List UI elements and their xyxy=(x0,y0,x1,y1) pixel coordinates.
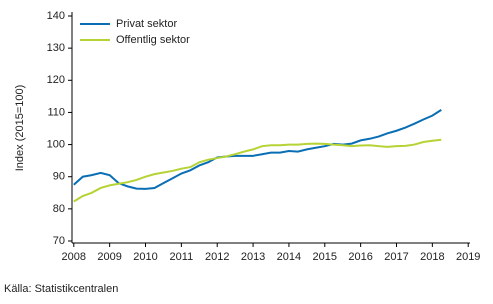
x-tick-label: 2014 xyxy=(277,251,301,263)
x-tick-label: 2013 xyxy=(241,251,265,263)
series-line xyxy=(73,138,442,203)
y-tick-label: 70 xyxy=(53,235,65,247)
legend-label: Offentlig sektor xyxy=(116,34,190,46)
x-tick-label: 2016 xyxy=(348,251,372,263)
x-tick-label: 2011 xyxy=(170,251,194,263)
y-axis-label: Index (2015=100) xyxy=(14,85,26,172)
x-tick-label: 2015 xyxy=(313,251,337,263)
legend-label: Privat sektor xyxy=(116,18,177,30)
y-tick-label: 90 xyxy=(53,171,65,183)
y-tick-label: 140 xyxy=(47,10,65,22)
y-tick-label: 80 xyxy=(53,203,65,215)
x-tick-label: 2008 xyxy=(62,251,86,263)
x-tick-label: 2017 xyxy=(384,251,408,263)
x-tick-label: 2009 xyxy=(97,251,121,263)
x-tick-label: 2019 xyxy=(456,251,480,263)
y-tick-label: 100 xyxy=(47,138,65,150)
y-tick-label: 110 xyxy=(47,106,65,118)
y-tick-label: 130 xyxy=(47,42,65,54)
y-tick-label: 120 xyxy=(47,74,65,86)
x-tick-label: 2012 xyxy=(205,251,229,263)
source: Källa: Statistikcentralen xyxy=(4,283,118,295)
x-tick-label: 2010 xyxy=(133,251,157,263)
x-tick-label: 2018 xyxy=(420,251,444,263)
series-line xyxy=(73,109,442,190)
